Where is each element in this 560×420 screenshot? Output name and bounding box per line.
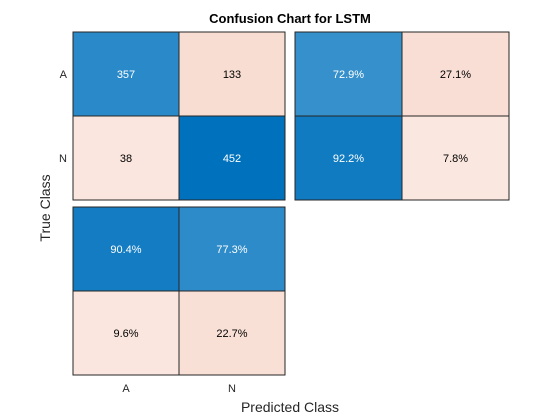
x-tick-label-0: A bbox=[122, 383, 130, 395]
column-summary-label-0-0: 90.4% bbox=[110, 244, 141, 256]
column-summary-cell-1-1 bbox=[178, 290, 286, 376]
x-axis-label: Predicted Class bbox=[241, 399, 339, 415]
column-summary-label-0-1: 77.3% bbox=[216, 244, 247, 256]
class-tick-labels: A A N N bbox=[59, 69, 236, 395]
matrix-cell-1-1 bbox=[178, 115, 286, 201]
row-summary-cell-1-0 bbox=[294, 115, 403, 201]
row-summary-label-1-1: 7.8% bbox=[443, 153, 468, 165]
row-summary-cell-1-1 bbox=[401, 115, 510, 201]
row-summary-cell-0-1 bbox=[401, 31, 510, 117]
row-summary-label-0-1: 27.1% bbox=[440, 69, 471, 81]
column-summary-cell-0-1 bbox=[178, 206, 286, 292]
matrix-cell-1-0 bbox=[72, 115, 180, 201]
column-summary-label-1-1: 22.7% bbox=[216, 328, 247, 340]
row-summary-label-1-0: 92.2% bbox=[333, 153, 364, 165]
row-summary-label-0-0: 72.9% bbox=[333, 69, 364, 81]
row-summary: 72.9% 27.1% 92.2% 7.8% bbox=[294, 31, 510, 201]
matrix-label-1-0: 38 bbox=[120, 153, 132, 165]
matrix-cell-0-0 bbox=[72, 31, 180, 117]
y-tick-label-0: A bbox=[60, 69, 68, 81]
matrix-label-0-1: 133 bbox=[223, 69, 241, 81]
x-tick-label-1: N bbox=[228, 383, 236, 395]
y-axis-label: True Class bbox=[37, 174, 53, 241]
chart-title: Confusion Chart for LSTM bbox=[209, 11, 371, 26]
confusion-matrix: 357 133 38 452 bbox=[72, 31, 286, 201]
row-summary-cell-0-0 bbox=[294, 31, 403, 117]
matrix-cell-0-1 bbox=[178, 31, 286, 117]
matrix-label-0-0: 357 bbox=[117, 69, 135, 81]
column-summary-label-1-0: 9.6% bbox=[113, 328, 138, 340]
matrix-label-1-1: 452 bbox=[223, 153, 241, 165]
y-tick-label-1: N bbox=[59, 153, 67, 165]
column-summary: 90.4% 77.3% 9.6% 22.7% bbox=[72, 206, 286, 376]
